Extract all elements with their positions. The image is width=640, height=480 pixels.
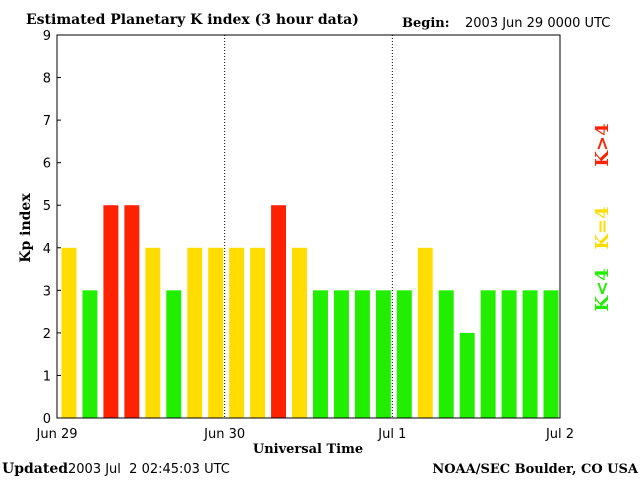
kp-bar [375, 290, 391, 418]
x-tick-label: Jul 1 [377, 427, 406, 442]
source-label: NOAA/SEC Boulder, CO USA [432, 462, 639, 477]
y-tick-label: 3 [43, 284, 51, 299]
kp-bar [82, 290, 98, 418]
kp-bar [166, 290, 182, 418]
kp-bar [438, 290, 454, 418]
kp-bar [292, 247, 307, 418]
legend-entry: K=4 [592, 206, 613, 249]
kp-bar [459, 332, 475, 418]
begin-label: Begin: [402, 16, 450, 31]
y-tick-label: 5 [43, 199, 51, 214]
y-tick-label: 4 [43, 242, 51, 257]
y-tick-label: 1 [43, 369, 51, 384]
x-tick-label: Jun 30 [203, 427, 245, 442]
y-tick-label: 8 [43, 72, 51, 87]
kp-bar [480, 290, 496, 418]
kp-bar [271, 205, 287, 418]
kp-bar [208, 247, 224, 418]
y-tick-label: 6 [43, 157, 51, 172]
kp-bar [522, 290, 538, 418]
kp-bar [103, 205, 119, 418]
y-tick-label: 7 [43, 114, 51, 129]
x-axis-label: Universal Time [253, 442, 363, 457]
kp-bar [145, 247, 161, 418]
updated-value: 2003 Jul 2 02:45:03 UTC [68, 462, 230, 477]
updated-label: Updated [2, 461, 68, 477]
kp-bar [417, 247, 433, 418]
y-tick-label: 2 [43, 327, 51, 342]
y-tick-label: 0 [43, 412, 51, 427]
kp-bar [250, 247, 266, 418]
legend-entry: K>4 [592, 123, 613, 166]
x-tick-label: Jul 2 [545, 427, 574, 442]
kp-bar [333, 290, 349, 418]
y-axis-label: Kp index [18, 193, 34, 263]
begin-value: 2003 Jun 29 0000 UTC [465, 16, 610, 31]
kp-bar [124, 205, 140, 418]
kp-bar [61, 247, 77, 418]
plot-frame [56, 34, 561, 419]
x-tick-label: Jun 29 [36, 427, 78, 442]
kp-bar [396, 290, 412, 418]
chart-title: Estimated Planetary K index (3 hour data… [26, 12, 359, 28]
kp-bar [229, 247, 245, 418]
y-tick-label: 9 [43, 29, 51, 44]
kp-bar [313, 290, 328, 418]
kp-bar [543, 290, 559, 418]
kp-bar [187, 247, 203, 418]
kp-bar [501, 290, 517, 418]
kp-bar [354, 290, 370, 418]
legend-entry: K<4 [592, 268, 613, 311]
